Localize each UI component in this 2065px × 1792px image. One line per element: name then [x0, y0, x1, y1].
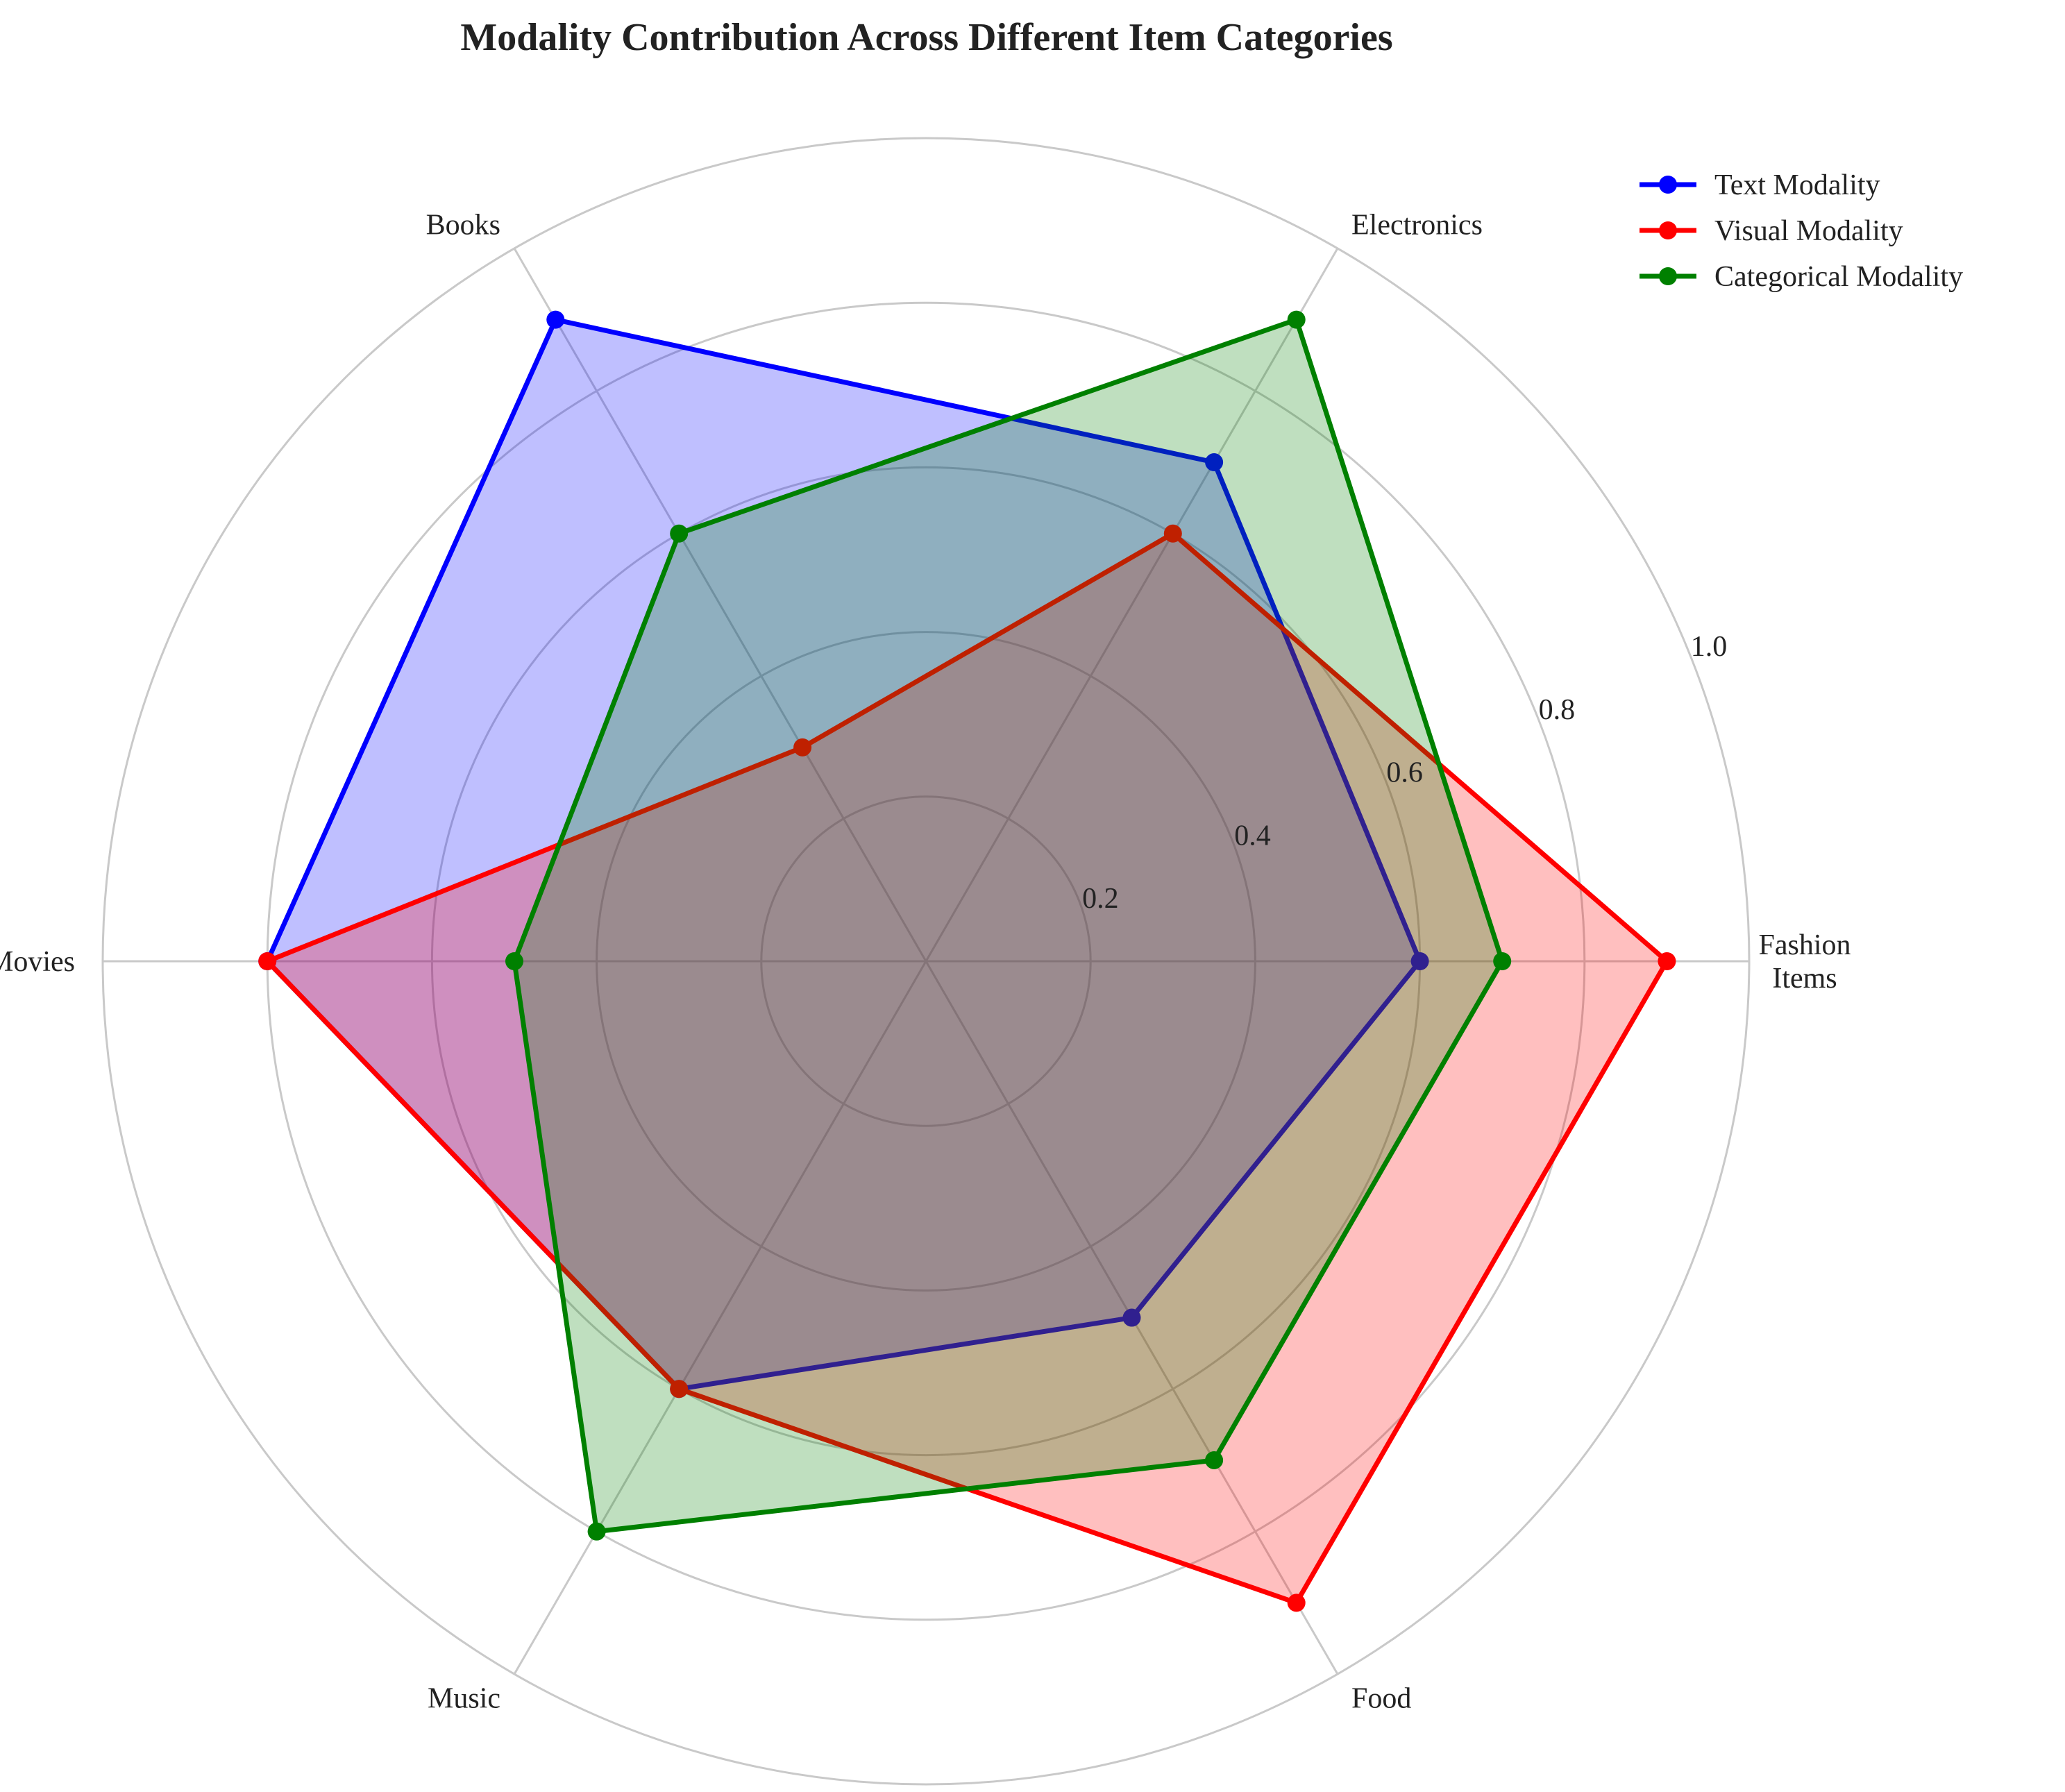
- series-point: [1658, 952, 1676, 970]
- series-point: [1287, 1594, 1306, 1612]
- grid-spoke: [513, 961, 927, 1675]
- legend-swatch-marker: [1659, 221, 1677, 239]
- radial-tick-label: 0.6: [1386, 757, 1422, 789]
- radial-tick-label: 0.2: [1082, 883, 1119, 915]
- grid-spoke: [925, 248, 1339, 962]
- series-area: [514, 319, 1503, 1532]
- series-point: [1410, 952, 1429, 970]
- series-point: [546, 310, 565, 329]
- category-label: Food: [1351, 1683, 1411, 1715]
- legend: Text Modality Visual Modality Categorical …: [1640, 169, 1963, 293]
- legend-swatch-marker: [1659, 267, 1677, 285]
- legend-label: Categorical Modality: [1714, 261, 1963, 293]
- series-point: [505, 952, 523, 970]
- series-point: [1493, 952, 1512, 970]
- series-point: [793, 738, 812, 756]
- series-point: [258, 952, 277, 970]
- radial-tick-label: 0.4: [1234, 820, 1271, 852]
- series-point: [1163, 524, 1182, 543]
- series-group: [258, 310, 1676, 1612]
- series-point: [587, 1522, 606, 1541]
- category-label: Electronics: [1351, 209, 1483, 241]
- series-area: [267, 319, 1420, 1389]
- radial-tick-label: 1.0: [1691, 631, 1728, 663]
- series-point: [1122, 1308, 1141, 1327]
- series-point: [1287, 310, 1306, 329]
- category-label: Fashion Items: [1758, 929, 1851, 995]
- category-label: Music: [428, 1683, 500, 1715]
- radial-tick-label: 0.8: [1539, 694, 1576, 726]
- series-point: [670, 524, 689, 543]
- grid-spoke: [513, 248, 927, 962]
- legend-label: Visual Modality: [1714, 215, 1903, 247]
- labels: Fashion Items Electronics Books Movies Music F…: [0, 209, 1851, 1714]
- series-point: [1205, 453, 1224, 472]
- legend-swatch-marker: [1659, 176, 1677, 194]
- category-label: Movies: [0, 946, 75, 978]
- legend-label: Text Modality: [1714, 169, 1880, 201]
- chart-title: Modality Contribution Across Different I…: [460, 16, 1392, 59]
- category-label: Books: [426, 209, 500, 241]
- series-area: [267, 533, 1667, 1603]
- series-point: [1205, 1451, 1224, 1469]
- series-point: [670, 1380, 689, 1398]
